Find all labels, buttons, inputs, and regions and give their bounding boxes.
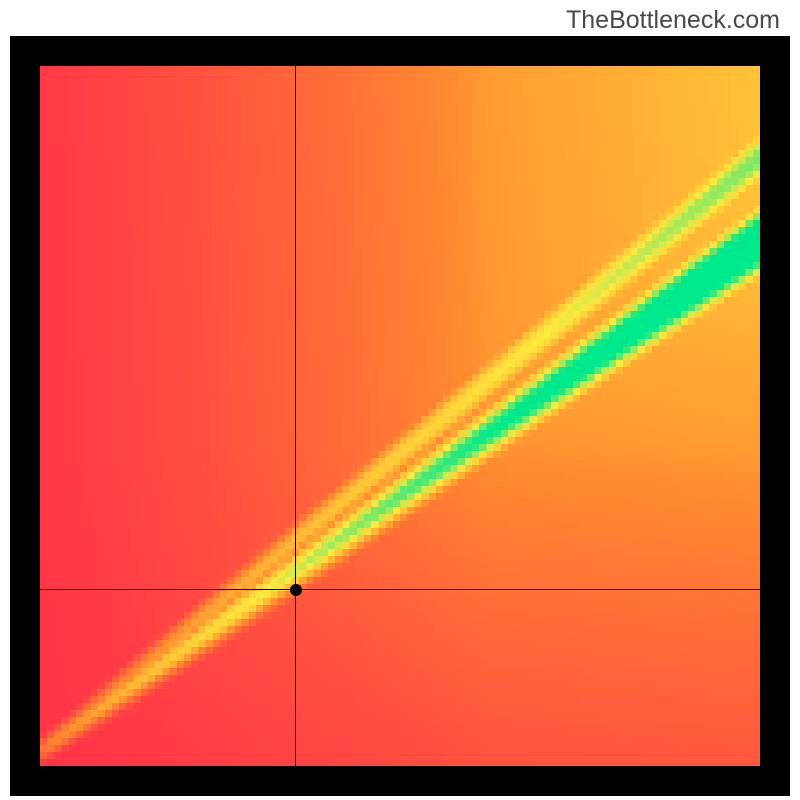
marker-point [290,584,302,596]
frame-border-left [10,36,40,796]
crosshair-vertical [295,66,296,766]
heatmap-canvas [40,66,760,766]
frame-border-bottom [10,766,790,796]
crosshair-horizontal [40,589,760,590]
frame-border-top [10,36,790,66]
chart-container: TheBottleneck.com [0,0,800,800]
watermark-text: TheBottleneck.com [566,6,780,35]
frame-border-right [760,36,790,796]
